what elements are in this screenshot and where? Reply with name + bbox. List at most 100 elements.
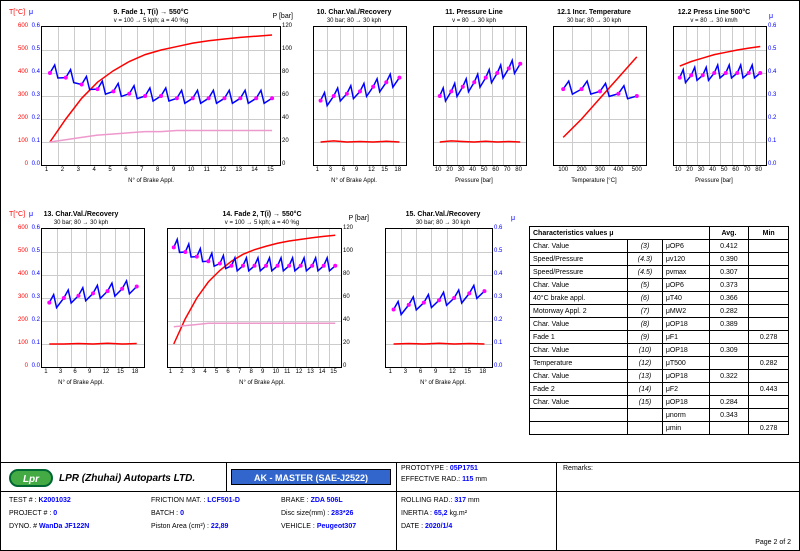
table-row: Fade 1(9)μF10.278 bbox=[530, 331, 789, 344]
lbl: ROLLING RAD.: bbox=[401, 497, 452, 504]
table-row: Char. Value(8)μOP180.389 bbox=[530, 318, 789, 331]
th: Avg. bbox=[709, 227, 749, 240]
unit: mm bbox=[475, 476, 487, 483]
val: WanDa JF122N bbox=[39, 523, 89, 530]
td: μMW2 bbox=[662, 305, 709, 318]
val: Peugeot307 bbox=[317, 523, 356, 530]
chart-title: 10. Char.Val./Recovery bbox=[297, 9, 411, 16]
td bbox=[749, 344, 789, 357]
lbl: BRAKE : bbox=[281, 497, 309, 504]
td: Char. Value bbox=[530, 344, 628, 357]
td bbox=[749, 279, 789, 292]
td: 0.282 bbox=[749, 357, 789, 370]
plot-area: 10203040506070800.00.10.20.30.40.50.6 bbox=[673, 26, 767, 166]
td: μT500 bbox=[662, 357, 709, 370]
td: Speed/Pressure bbox=[530, 266, 628, 279]
td: (6) bbox=[628, 292, 663, 305]
y-label-right: P [bar] bbox=[349, 215, 370, 222]
td bbox=[749, 292, 789, 305]
x-label: N° of Brake Appl. bbox=[157, 380, 367, 386]
table-row: 40°C brake appl.(6)μT400.366 bbox=[530, 292, 789, 305]
chart-subtitle: v = 100 → 5 kph; a = 40 %g bbox=[157, 220, 367, 226]
plot-area: 123456789101112131415020406080100120 bbox=[167, 228, 342, 368]
chart-title: 12.1 Incr. Temperature bbox=[537, 9, 651, 16]
chart-title: 15. Char.Val./Recovery bbox=[373, 211, 513, 218]
plot-area: 100200300400500 bbox=[553, 26, 647, 166]
val: 115 bbox=[462, 476, 473, 483]
lbl: BATCH : bbox=[151, 510, 178, 517]
td bbox=[530, 409, 628, 422]
lbl: FRICTION MAT. : bbox=[151, 497, 205, 504]
td: μOP6 bbox=[662, 279, 709, 292]
chart-10: 10. Char.Val./Recovery 30 bar; 80 → 30 k… bbox=[297, 9, 411, 204]
td bbox=[749, 305, 789, 318]
td: 0.322 bbox=[709, 370, 749, 383]
td: (7) bbox=[628, 305, 663, 318]
lbl: PROJECT # : bbox=[9, 510, 51, 517]
td: 0.284 bbox=[709, 396, 749, 409]
x-label: Pressure [bar] bbox=[657, 178, 771, 184]
td: μOP18 bbox=[662, 344, 709, 357]
table-row: Char. Value(13)μOP180.322 bbox=[530, 370, 789, 383]
table-body: Char. Value(3)μOP60.412Speed/Pressure(4.… bbox=[530, 240, 789, 435]
y-label-right: μ bbox=[511, 215, 515, 222]
td: μOP18 bbox=[662, 318, 709, 331]
td: μOP6 bbox=[662, 240, 709, 253]
td: μOP18 bbox=[662, 396, 709, 409]
table-row: μnorm0.343 bbox=[530, 409, 789, 422]
td: Char. Value bbox=[530, 370, 628, 383]
y-label-left1: T[°C] bbox=[9, 211, 25, 218]
td: μv120 bbox=[662, 253, 709, 266]
td: 0.282 bbox=[709, 305, 749, 318]
remarks-label: Remarks: bbox=[563, 465, 593, 472]
td: 0.412 bbox=[709, 240, 749, 253]
table-row: Char. Value(15)μOP180.284 bbox=[530, 396, 789, 409]
plot-area: 1020304050607080 bbox=[433, 26, 527, 166]
x-label: N° of Brake Appl. bbox=[297, 178, 411, 184]
characteristics-table: Characteristics values μ Avg. Min Char. … bbox=[529, 226, 789, 435]
lbl: DATE : bbox=[401, 523, 423, 530]
table-row: Char. Value(5)μOP60.373 bbox=[530, 279, 789, 292]
td: μT40 bbox=[662, 292, 709, 305]
td: Char. Value bbox=[530, 318, 628, 331]
td: Char. Value bbox=[530, 396, 628, 409]
td: pvmax bbox=[662, 266, 709, 279]
td: 0.343 bbox=[709, 409, 749, 422]
chart-12-1: 12.1 Incr. Temperature 30 bar; 80 → 30 k… bbox=[537, 9, 651, 204]
chart-15: 15. Char.Val./Recovery 30 bar; 80 → 30 k… bbox=[373, 211, 513, 406]
td: (13) bbox=[628, 370, 663, 383]
td bbox=[749, 266, 789, 279]
td: μmin bbox=[662, 422, 709, 435]
chart-subtitle: 30 bar; 80 → 30 kph bbox=[297, 18, 411, 24]
td bbox=[749, 318, 789, 331]
logo: Lpr bbox=[9, 469, 53, 487]
x-label: Pressure [bar] bbox=[417, 178, 531, 184]
td: Char. Value bbox=[530, 279, 628, 292]
page-number: Page 2 of 2 bbox=[755, 539, 791, 546]
td: (14) bbox=[628, 383, 663, 396]
chart-subtitle: 30 bar; 80 → 30 kph bbox=[373, 220, 513, 226]
y-label-right: P [bar] bbox=[273, 13, 294, 20]
td: 0.443 bbox=[749, 383, 789, 396]
td bbox=[749, 253, 789, 266]
unit: kg.m² bbox=[450, 510, 468, 517]
val: 65,2 bbox=[434, 510, 448, 517]
lbl: DYNO. # bbox=[9, 523, 37, 530]
td bbox=[709, 331, 749, 344]
charts-row-top: 9. Fade 1, T(i) → 550°C v = 100 → 5 kph;… bbox=[11, 9, 789, 204]
plot-area: 1234567891011121314150100200300400500600… bbox=[41, 26, 281, 166]
report-page: 9. Fade 1, T(i) → 550°C v = 100 → 5 kph;… bbox=[1, 1, 799, 550]
td: μOP18 bbox=[662, 370, 709, 383]
y-label-right: μ bbox=[769, 13, 773, 20]
company-name: LPR (Zhuhai) Autoparts LTD. bbox=[59, 473, 195, 484]
td: Fade 1 bbox=[530, 331, 628, 344]
td bbox=[749, 370, 789, 383]
plot-area: 1369121518 bbox=[313, 26, 407, 166]
td: 0.390 bbox=[709, 253, 749, 266]
chart-11: 11. Pressure Line v = 80 → 30 kph 102030… bbox=[417, 9, 531, 204]
table-row: Char. Value(10)μOP180.309 bbox=[530, 344, 789, 357]
td bbox=[749, 409, 789, 422]
table-row: Speed/Pressure(4.5)pvmax0.307 bbox=[530, 266, 789, 279]
table-header-row: Characteristics values μ Avg. Min bbox=[530, 227, 789, 240]
x-label: N° of Brake Appl. bbox=[11, 380, 151, 386]
